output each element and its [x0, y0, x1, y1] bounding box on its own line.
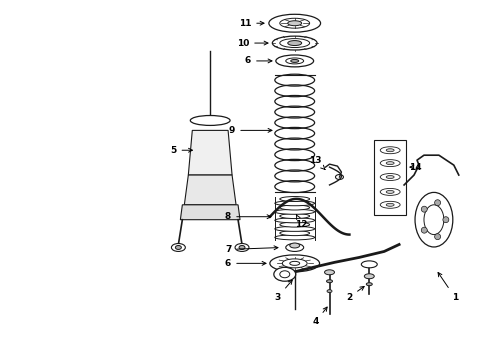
Ellipse shape [280, 231, 310, 235]
Ellipse shape [172, 243, 185, 251]
Ellipse shape [275, 209, 315, 214]
Ellipse shape [286, 243, 304, 251]
Circle shape [435, 200, 441, 206]
Text: 14: 14 [409, 163, 421, 172]
Ellipse shape [286, 58, 304, 64]
Ellipse shape [280, 213, 310, 219]
Ellipse shape [324, 270, 335, 275]
Ellipse shape [275, 235, 315, 240]
Polygon shape [188, 130, 232, 175]
Text: 7: 7 [225, 245, 278, 254]
Ellipse shape [380, 159, 400, 167]
Ellipse shape [386, 149, 394, 152]
Ellipse shape [386, 203, 394, 206]
Ellipse shape [380, 201, 400, 208]
Ellipse shape [276, 55, 314, 67]
Ellipse shape [291, 59, 299, 62]
Ellipse shape [269, 14, 320, 32]
Text: 12: 12 [295, 215, 308, 229]
Ellipse shape [290, 261, 300, 265]
Ellipse shape [367, 283, 372, 286]
Ellipse shape [365, 274, 374, 279]
Ellipse shape [274, 267, 295, 281]
Ellipse shape [270, 255, 319, 272]
Ellipse shape [336, 175, 343, 180]
Text: 13: 13 [309, 156, 325, 170]
Text: 5: 5 [171, 146, 193, 155]
Circle shape [421, 206, 427, 212]
Ellipse shape [280, 18, 310, 28]
Ellipse shape [280, 197, 310, 202]
Ellipse shape [275, 201, 315, 206]
Text: 6: 6 [245, 57, 272, 66]
Ellipse shape [280, 222, 310, 227]
Polygon shape [180, 205, 240, 220]
Circle shape [421, 227, 427, 233]
Text: 3: 3 [275, 280, 292, 302]
Ellipse shape [288, 21, 302, 26]
Text: 4: 4 [313, 307, 327, 327]
Ellipse shape [175, 246, 181, 249]
Text: 6: 6 [225, 259, 266, 268]
Ellipse shape [386, 190, 394, 193]
Ellipse shape [386, 176, 394, 179]
Ellipse shape [275, 218, 315, 223]
Ellipse shape [386, 162, 394, 165]
Text: 11: 11 [239, 19, 264, 28]
Ellipse shape [275, 226, 315, 231]
Ellipse shape [272, 36, 317, 50]
Text: 10: 10 [237, 39, 268, 48]
Text: 2: 2 [346, 287, 364, 302]
Ellipse shape [290, 243, 300, 248]
Ellipse shape [280, 39, 310, 48]
Ellipse shape [280, 271, 290, 278]
Circle shape [435, 234, 441, 240]
Ellipse shape [239, 246, 245, 249]
Ellipse shape [327, 290, 332, 293]
Ellipse shape [326, 280, 333, 283]
Ellipse shape [380, 174, 400, 180]
Bar [374, 140, 406, 215]
Ellipse shape [282, 259, 307, 268]
Text: 8: 8 [225, 212, 271, 221]
Ellipse shape [415, 192, 453, 247]
Text: 9: 9 [229, 126, 272, 135]
Ellipse shape [280, 205, 310, 210]
Ellipse shape [190, 116, 230, 125]
Ellipse shape [361, 261, 377, 268]
Ellipse shape [380, 147, 400, 154]
Text: 1: 1 [438, 273, 458, 302]
Ellipse shape [424, 205, 444, 235]
Ellipse shape [288, 41, 302, 46]
Ellipse shape [235, 243, 249, 251]
Polygon shape [184, 175, 236, 205]
Circle shape [443, 217, 449, 223]
Ellipse shape [380, 188, 400, 195]
